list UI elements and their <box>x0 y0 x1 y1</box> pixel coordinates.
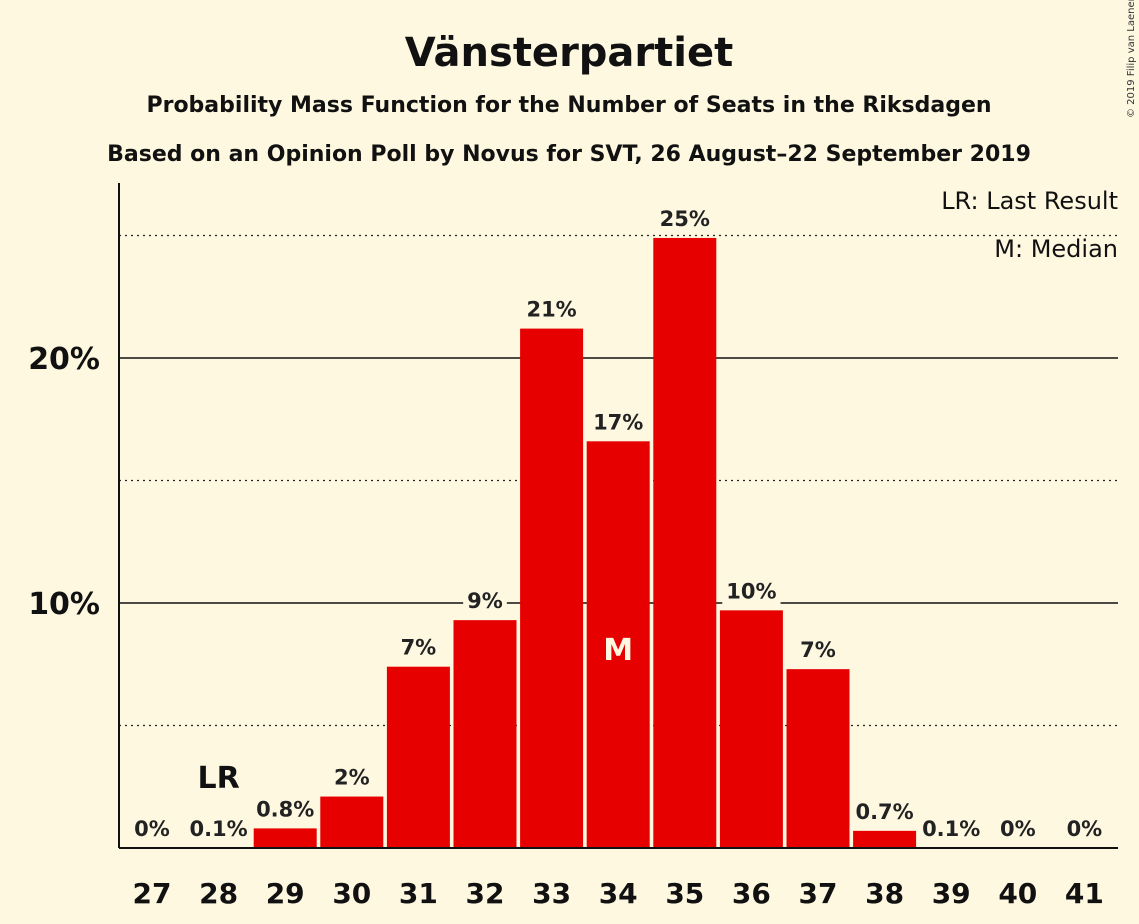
data-label: 17% <box>593 410 643 434</box>
copyright-notice: © 2019 Filip van Laenen <box>1126 0 1137 118</box>
data-label: 0.1% <box>922 817 980 841</box>
bars <box>253 237 917 849</box>
bar <box>386 666 450 848</box>
data-label: 7% <box>401 636 437 660</box>
x-tick-label: 31 <box>399 877 438 910</box>
data-label-background <box>1062 815 1107 843</box>
data-label: 21% <box>526 298 576 322</box>
chart-title: Vänsterpartiet <box>405 30 733 76</box>
x-tick-label: 28 <box>199 877 238 910</box>
data-label: 0.8% <box>256 797 314 821</box>
x-tick-label: 30 <box>332 877 371 910</box>
axes: 10% 20% 27 28 29 30 31 32 33 34 35 36 37 38 39 40 41 <box>28 183 1118 910</box>
data-label: 10% <box>726 579 776 603</box>
data-label: 7% <box>800 638 836 662</box>
bar <box>520 328 584 849</box>
legend-last-result: LR: Last Result <box>941 187 1118 215</box>
data-label: 0% <box>134 817 170 841</box>
x-tick-label: 36 <box>732 877 771 910</box>
data-label-background <box>796 636 840 665</box>
data-label-background <box>185 815 252 843</box>
x-tick-label: 35 <box>665 877 704 910</box>
data-label-background <box>396 633 441 662</box>
data-label: 9% <box>467 589 503 613</box>
x-tick-label: 39 <box>932 877 971 910</box>
data-label-background <box>130 815 174 843</box>
y-tick-label: 20% <box>28 342 100 377</box>
data-label: 0.7% <box>855 800 913 824</box>
x-tick-label: 41 <box>1065 877 1104 910</box>
chart-source: Based on an Opinion Poll by Novus for SV… <box>107 142 1031 167</box>
bar <box>320 796 384 848</box>
x-tick-label: 40 <box>998 877 1037 910</box>
last-result-marker: LR <box>197 761 239 796</box>
data-label-background <box>655 204 714 233</box>
x-tick-label: 32 <box>466 877 505 910</box>
data-label-background <box>722 577 781 606</box>
bar <box>253 828 317 848</box>
data-label-background <box>589 408 648 437</box>
data-labels: 0% 0.1% LR 0.8% 2% 7% 9% 21% 17% M 25% 10% 7% 0.7% 0.1… <box>130 204 1107 843</box>
x-tick-label: 29 <box>266 877 305 910</box>
data-label-background <box>522 295 581 324</box>
bar <box>786 669 850 848</box>
y-tick-label: 10% <box>28 587 100 622</box>
data-label: 0% <box>1000 817 1036 841</box>
data-label-background <box>918 815 985 843</box>
data-label: 0.1% <box>189 817 247 841</box>
x-tick-label: 34 <box>599 877 638 910</box>
x-tick-label: 37 <box>799 877 838 910</box>
bar <box>853 830 917 848</box>
data-label-background <box>851 797 918 826</box>
bar <box>719 610 783 848</box>
data-label-background <box>995 815 1040 843</box>
bar <box>653 237 717 848</box>
x-tick-label: 33 <box>532 877 571 910</box>
data-label-background <box>463 587 507 616</box>
bar <box>453 620 517 848</box>
x-tick-label: 27 <box>133 877 172 910</box>
data-label: 25% <box>660 207 710 231</box>
data-label: 2% <box>334 766 370 790</box>
bar <box>586 441 650 848</box>
data-label: 0% <box>1067 817 1103 841</box>
chart-subtitle: Probability Mass Function for the Number… <box>146 93 991 118</box>
data-label-background <box>252 795 319 824</box>
legend-median: M: Median <box>994 235 1118 263</box>
data-label-background <box>329 763 374 792</box>
median-marker: M <box>603 633 633 668</box>
x-tick-label: 38 <box>865 877 904 910</box>
